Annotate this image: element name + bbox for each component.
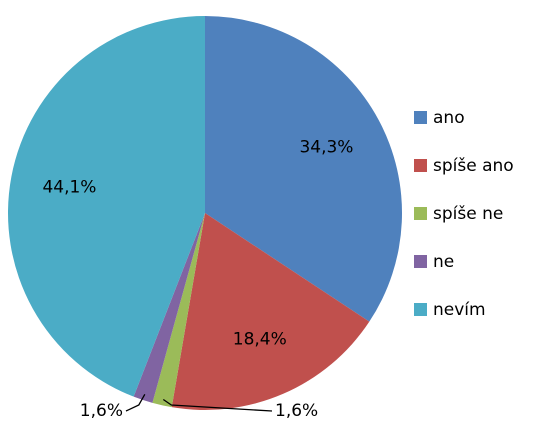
leader-line <box>162 398 273 412</box>
legend-swatch <box>414 111 427 124</box>
data-label: 44,1% <box>42 178 96 198</box>
pie-slice <box>171 213 370 410</box>
legend-label: nevím <box>433 300 486 320</box>
pie-slice <box>152 213 205 408</box>
legend-label: spíše ano <box>433 156 514 176</box>
legend-swatch <box>414 159 427 172</box>
data-label: 34,3% <box>299 138 353 158</box>
data-label: 1,6% <box>275 401 318 421</box>
legend-swatch <box>414 303 427 316</box>
data-label: 1,6% <box>80 401 123 421</box>
pie-slice <box>7 16 205 397</box>
legend-swatch <box>414 255 427 268</box>
pie-slice <box>205 16 402 322</box>
legend-label: spíše ne <box>433 204 503 224</box>
pie-slice <box>133 213 205 403</box>
legend-swatch <box>414 207 427 220</box>
data-label: 18,4% <box>233 330 287 350</box>
leader-line <box>125 394 146 412</box>
legend-label: ne <box>433 252 454 272</box>
legend-label: ano <box>433 108 465 128</box>
